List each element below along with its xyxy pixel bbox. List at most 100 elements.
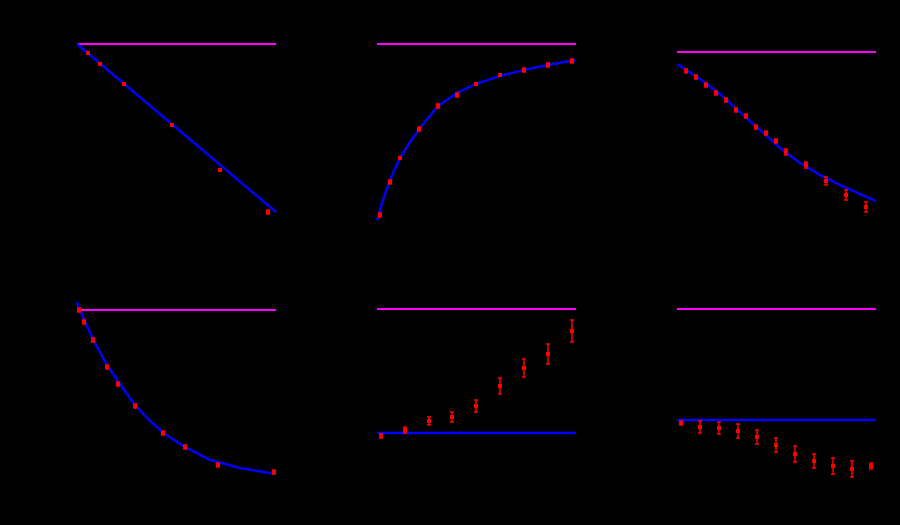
data-marker	[546, 352, 550, 356]
data-marker	[546, 63, 550, 67]
data-point	[378, 212, 382, 218]
data-point	[77, 307, 81, 313]
data-marker	[754, 125, 758, 129]
data-point	[704, 82, 708, 88]
data-marker	[266, 210, 270, 214]
data-marker	[403, 428, 407, 432]
data-point	[98, 62, 102, 66]
data-point	[736, 423, 740, 439]
data-marker	[77, 308, 81, 312]
data-marker	[455, 93, 459, 97]
data-point	[427, 416, 431, 426]
data-marker	[116, 382, 120, 386]
data-point	[570, 319, 574, 343]
data-point	[546, 343, 550, 365]
panel-6	[677, 308, 876, 478]
data-point	[804, 161, 808, 169]
data-point	[522, 358, 526, 378]
panel-1	[76, 43, 277, 215]
data-marker	[764, 131, 768, 135]
data-marker	[684, 69, 688, 73]
data-point	[82, 319, 86, 325]
panel-5	[377, 308, 576, 439]
data-point	[831, 457, 835, 475]
data-point	[764, 130, 768, 136]
data-point	[724, 97, 728, 103]
data-marker	[105, 365, 109, 369]
data-point	[793, 445, 797, 463]
data-marker	[379, 434, 383, 438]
data-point	[824, 176, 828, 186]
data-marker	[498, 384, 502, 388]
data-point	[754, 124, 758, 130]
data-marker	[91, 338, 95, 342]
data-point	[266, 209, 270, 215]
data-marker	[98, 62, 102, 66]
data-point	[161, 430, 165, 436]
data-point	[216, 462, 220, 468]
data-point	[455, 92, 459, 98]
data-marker	[388, 180, 392, 184]
data-point	[684, 68, 688, 74]
fit-curve	[676, 62, 877, 203]
data-marker	[784, 150, 788, 154]
data-point	[474, 399, 478, 413]
data-marker	[86, 51, 90, 55]
data-marker	[427, 419, 431, 423]
data-marker	[122, 82, 126, 86]
data-point	[864, 201, 868, 213]
data-point	[474, 82, 478, 86]
data-point	[869, 462, 873, 470]
data-marker	[864, 205, 868, 209]
data-marker	[704, 83, 708, 87]
data-point	[379, 433, 383, 439]
data-point	[755, 429, 759, 445]
data-marker	[378, 213, 382, 217]
data-marker	[774, 139, 778, 143]
data-point	[498, 73, 502, 77]
data-point	[398, 156, 402, 160]
data-point	[694, 74, 698, 80]
data-marker	[698, 425, 702, 429]
data-marker	[736, 429, 740, 433]
data-marker	[183, 445, 187, 449]
fit-curve	[76, 43, 277, 213]
data-point	[403, 426, 407, 434]
data-marker	[694, 75, 698, 79]
data-marker	[774, 443, 778, 447]
data-marker	[714, 91, 718, 95]
data-marker	[570, 59, 574, 63]
data-point	[450, 411, 454, 423]
data-marker	[812, 459, 816, 463]
data-point	[417, 126, 421, 132]
data-point	[546, 62, 550, 68]
data-marker	[804, 163, 808, 167]
data-marker	[522, 366, 526, 370]
data-marker	[474, 404, 478, 408]
data-point	[272, 469, 276, 475]
data-point	[133, 403, 137, 409]
data-point	[698, 420, 702, 434]
data-point	[734, 107, 738, 113]
data-marker	[161, 431, 165, 435]
panel-3	[676, 51, 877, 213]
data-point	[116, 381, 120, 387]
data-marker	[522, 68, 526, 72]
data-marker	[398, 156, 402, 160]
data-marker	[474, 82, 478, 86]
data-marker	[218, 168, 222, 172]
data-marker	[824, 179, 828, 183]
data-marker	[717, 426, 721, 430]
data-marker	[724, 98, 728, 102]
data-marker	[869, 464, 873, 468]
data-marker	[570, 329, 574, 333]
data-marker	[82, 320, 86, 324]
data-marker	[744, 114, 748, 118]
data-marker	[498, 73, 502, 77]
data-point	[388, 179, 392, 185]
data-point	[812, 453, 816, 469]
panel-2	[375, 43, 577, 221]
data-point	[570, 58, 574, 64]
